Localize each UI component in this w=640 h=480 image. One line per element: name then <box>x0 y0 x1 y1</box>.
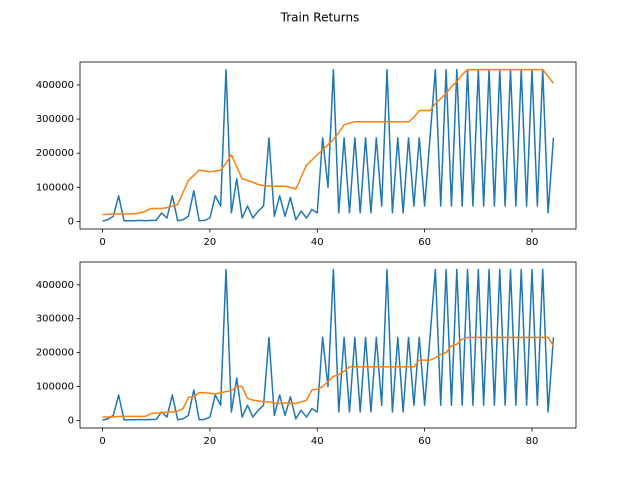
line-series <box>102 68 555 216</box>
y-tick-label: 100000 <box>36 182 74 193</box>
x-tick-label: 80 <box>526 237 539 248</box>
y-tick-label: 300000 <box>36 114 74 125</box>
y-tick-label: 100000 <box>36 382 74 393</box>
x-tick-label: 40 <box>311 436 324 447</box>
y-tick-label: 400000 <box>36 280 74 291</box>
x-tick-label: 60 <box>418 237 431 248</box>
y-tick-label: 0 <box>68 216 74 227</box>
axes-frame <box>79 261 577 429</box>
y-tick-label: 200000 <box>36 148 74 159</box>
x-tick-label: 0 <box>99 237 105 248</box>
x-tick-label: 80 <box>526 436 539 447</box>
figure-title: Train Returns <box>280 11 360 25</box>
x-tick-label: 40 <box>311 237 324 248</box>
axes-frame <box>79 61 577 230</box>
y-tick-label: 400000 <box>36 80 74 91</box>
line-series <box>102 268 555 421</box>
x-tick-label: 20 <box>204 237 217 248</box>
x-tick-label: 20 <box>204 436 217 447</box>
x-tick-label: 60 <box>418 436 431 447</box>
x-tick-label: 0 <box>99 436 105 447</box>
y-tick-label: 200000 <box>36 348 74 359</box>
line-series <box>102 336 555 418</box>
y-tick-label: 0 <box>68 415 74 426</box>
y-tick-label: 300000 <box>36 314 74 325</box>
